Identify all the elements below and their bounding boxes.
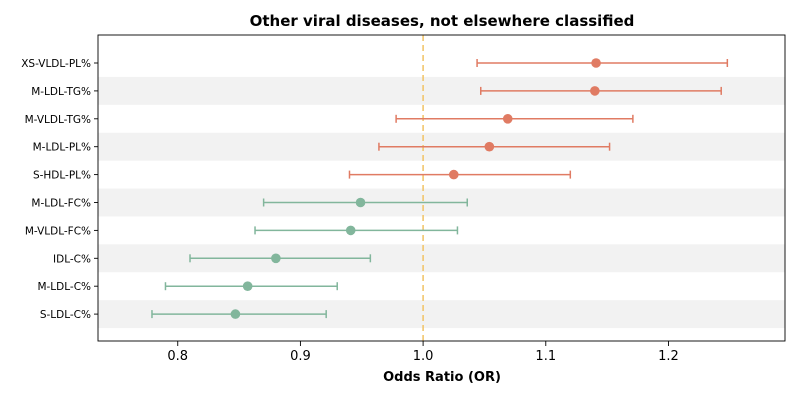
or-point [484,141,495,152]
x-tick-label: 0.8 [167,349,188,364]
y-tick-label: M-LDL-PL% [33,142,91,154]
plot-frame [97,34,786,342]
x-tick-label: 0.9 [290,349,311,364]
x-tick-label: 1.1 [535,349,556,364]
or-point [448,169,459,180]
y-tick-label: XS-VLDL-PL% [21,58,91,70]
x-tick-label: 1.2 [658,349,679,364]
or-point [590,86,600,96]
y-tick-label: S-HDL-PL% [33,170,91,182]
chart-title: Other viral diseases, not elsewhere clas… [250,12,635,30]
or-point [242,281,253,292]
y-tick-label: M-VLDL-TG% [25,114,91,126]
x-axis-label: Odds Ratio (OR) [383,370,501,385]
or-point [355,197,366,208]
or-point [271,253,281,264]
y-tick-label: M-LDL-C% [37,281,91,293]
data-marks [151,58,729,319]
y-tick-label: M-LDL-FC% [31,198,91,210]
x-tick-label: 1.0 [413,349,434,364]
or-point [591,58,601,68]
y-tick-label: S-LDL-C% [40,309,91,321]
y-tick-label: M-LDL-TG% [31,86,91,98]
y-tick-label: IDL-C% [53,253,91,265]
or-point [502,114,513,124]
axes: XS-VLDL-PL% M-LDL-TG% M-VLDL-TG% M-LDL-PL% S… [21,34,786,364]
or-point [345,225,356,236]
or-point [230,309,241,319]
y-tick-label: M-VLDL-FC% [25,225,91,237]
